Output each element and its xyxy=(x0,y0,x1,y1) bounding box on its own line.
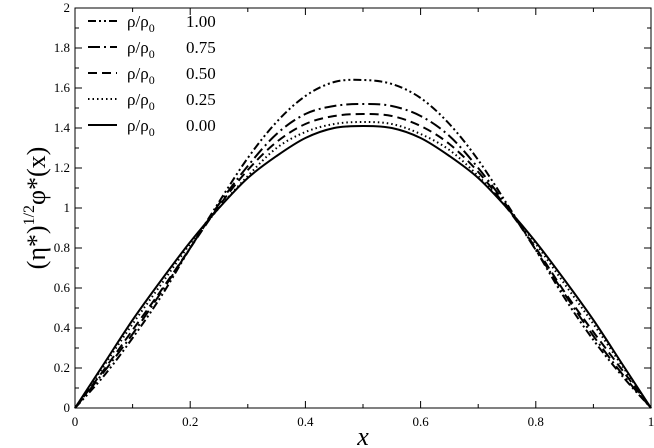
x-tick-label: 0 xyxy=(72,414,79,429)
x-tick-label: 1 xyxy=(648,414,654,429)
series-line-0-50 xyxy=(74,112,652,409)
y-tick-label: 0.4 xyxy=(54,320,71,335)
legend-label: ρ/ρ0 0.25 xyxy=(127,90,216,113)
y-tick-label: 0 xyxy=(64,400,71,415)
legend-label: ρ/ρ0 1.00 xyxy=(127,12,216,35)
y-tick-label: 0.2 xyxy=(54,360,70,375)
x-tick-label: 0.2 xyxy=(182,414,198,429)
plot-frame xyxy=(74,7,652,409)
legend-label: ρ/ρ0 0.50 xyxy=(127,64,216,87)
y-tick-label: 2 xyxy=(64,0,71,15)
series-line-0-75 xyxy=(74,102,652,409)
y-tick-label: 1.8 xyxy=(54,40,70,55)
legend-label: ρ/ρ0 0.00 xyxy=(127,116,216,139)
legend: ρ/ρ0 1.00 ρ/ρ0 0.75 ρ/ρ0 0.50 ρ/ρ0 0.25 ρ/ρ0 0.00 xyxy=(88,12,216,139)
series-line-0-25 xyxy=(74,120,652,409)
x-tick-label: 0.6 xyxy=(412,414,429,429)
y-tick-label: 1.6 xyxy=(54,80,71,95)
y-axis-title-base: (η*) xyxy=(22,225,51,269)
y-tick-label: 1 xyxy=(64,200,71,215)
y-tick-label: 0.8 xyxy=(54,240,70,255)
y-axis-title-function: φ*(x) xyxy=(22,147,51,205)
y-axis-title: (η*)1/2φ*(x) xyxy=(21,147,51,270)
series-line-1-00 xyxy=(74,78,652,409)
x-tick-label: 0.4 xyxy=(297,414,314,429)
y-tick-label: 1.2 xyxy=(54,160,70,175)
series-line-0-00 xyxy=(74,125,652,409)
y-axis-title-exponent: 1/2 xyxy=(21,205,38,225)
y-tick-label: 0.6 xyxy=(54,280,71,295)
axis-ticks: 0 0.2 0.4 0.6 0.8 1 0 0.2 0.4 0.6 0.8 1 1.2 1.4 1.6 1.8… xyxy=(54,0,654,429)
legend-label: ρ/ρ0 0.75 xyxy=(127,38,216,61)
y-tick-label: 1.4 xyxy=(54,120,71,135)
x-tick-label: 0.8 xyxy=(528,414,544,429)
series-lines xyxy=(74,78,652,409)
x-axis-title: x xyxy=(356,422,369,448)
